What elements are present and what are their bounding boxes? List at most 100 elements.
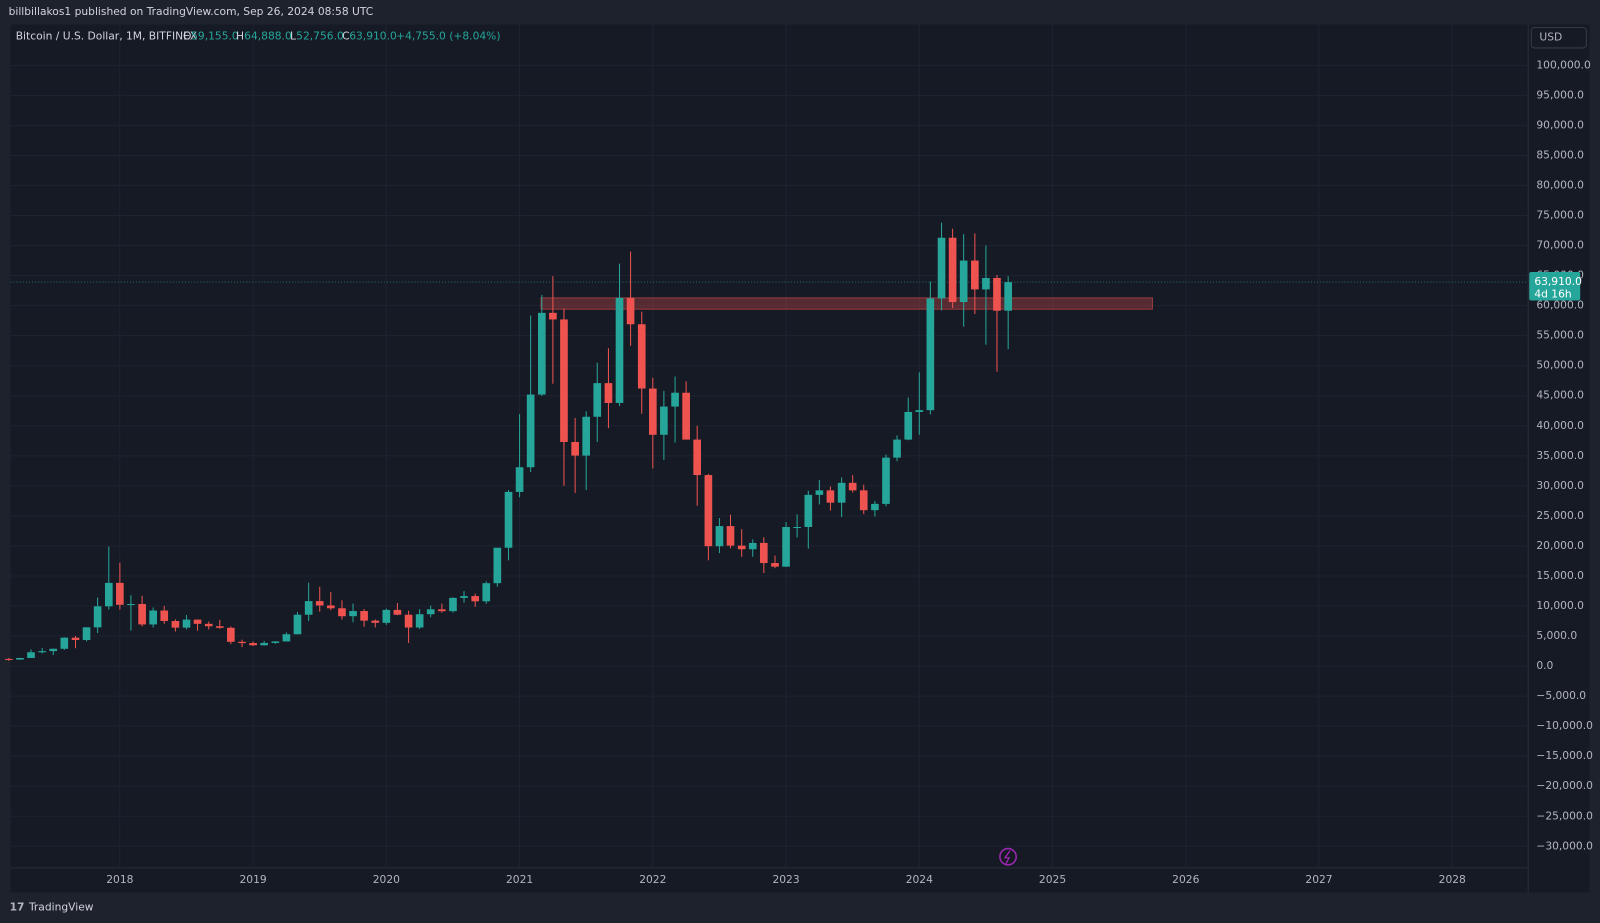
candle-body: [282, 634, 291, 642]
candle-body: [204, 623, 213, 627]
price-tag-label: 63,910.0: [1534, 275, 1582, 288]
candle-body: [193, 619, 202, 624]
candle-body: [160, 610, 169, 622]
y-tick-label: 95,000.0: [1536, 88, 1584, 101]
candle-body: [482, 583, 491, 602]
candle-body: [859, 490, 868, 511]
candle-body: [393, 609, 402, 615]
candle-body: [171, 621, 180, 628]
candle-body: [737, 545, 746, 550]
candle-body: [138, 604, 146, 625]
x-tick-label: 2026: [1172, 873, 1199, 886]
candle-body: [227, 627, 235, 642]
candle-body: [116, 582, 124, 605]
candle-body: [593, 383, 602, 417]
y-tick-label: 35,000.0: [1536, 449, 1584, 462]
ohlc-key: L: [290, 30, 296, 43]
candle-body: [271, 641, 280, 643]
candle-body: [338, 608, 346, 617]
candle-body: [837, 482, 846, 503]
ohlc-value: 59,155.0: [191, 30, 239, 43]
candle-body: [71, 637, 80, 641]
ohlc-value: 52,756.0: [296, 30, 344, 43]
change: +4,755.0 (+8.04%): [396, 30, 500, 43]
price-tag: [1529, 271, 1581, 301]
plot: 100,000.0 95,000.0 90,000.0 85,000.0 80,000.…: [5, 24, 1593, 886]
ohlc-key: H: [236, 30, 244, 43]
legend: Bitcoin / U.S. Dollar, 1M, BITFINEX O 59…: [16, 30, 501, 43]
candle-body: [959, 260, 968, 303]
candle-body: [915, 410, 924, 412]
candle-body: [515, 467, 524, 492]
candle-body: [249, 643, 257, 646]
candle-body: [326, 605, 335, 609]
candle-body: [871, 503, 879, 511]
candle-body: [560, 319, 568, 442]
candle-body: [582, 416, 591, 456]
y-tick-label: −5,000.0: [1536, 689, 1586, 702]
candle-body: [371, 620, 380, 623]
y-tick-label: 90,000.0: [1536, 118, 1584, 131]
y-tick-label: 60,000.0: [1536, 299, 1584, 312]
candle-body: [60, 637, 69, 649]
x-tick-label: 2025: [1039, 873, 1066, 886]
y-tick-label: 85,000.0: [1536, 148, 1584, 161]
currency-box[interactable]: [1530, 27, 1587, 49]
chart-area: [10, 24, 1590, 893]
symbol: Bitcoin / U.S. Dollar, 1M, BITFINEX: [16, 30, 197, 43]
candle-body: [926, 298, 935, 411]
candle-body: [549, 312, 557, 320]
candle-body: [449, 597, 457, 612]
y-tick-label: 15,000.0: [1536, 569, 1584, 582]
ohlc-key: C: [342, 30, 349, 43]
x-tick-label: 2019: [239, 873, 266, 886]
y-tick-label: 25,000.0: [1536, 509, 1584, 522]
candle-body: [404, 614, 413, 628]
candle-body: [415, 614, 424, 628]
candle-body: [360, 611, 368, 621]
candle-body: [604, 383, 613, 403]
candle-body: [49, 648, 58, 652]
candle-body: [615, 297, 624, 403]
y-tick-label: 80,000.0: [1536, 178, 1584, 191]
candle-body: [238, 641, 246, 644]
y-tick-label: 40,000.0: [1536, 419, 1584, 432]
candle-body: [648, 388, 657, 435]
y-tick-label: 10,000.0: [1536, 599, 1584, 612]
candle-body: [215, 626, 224, 628]
candle-body: [504, 491, 513, 548]
highlight-zone: [540, 297, 1153, 310]
x-tick-label: 2018: [106, 873, 133, 886]
candle-body: [182, 619, 191, 628]
candle-body: [671, 392, 679, 407]
x-tick-label: 2022: [639, 873, 666, 886]
candle-body: [104, 582, 113, 607]
currency[interactable]: USD: [1539, 31, 1562, 44]
candle-body: [982, 277, 990, 290]
x-tick-label: 2023: [772, 873, 799, 886]
candle-body: [571, 441, 579, 456]
candle-body: [382, 609, 391, 623]
byline: billbillakos1 published on TradingView.c…: [9, 5, 374, 18]
x-tick-label: 2027: [1305, 873, 1332, 886]
x-tick-label: 2021: [506, 873, 533, 886]
y-tick-label: −20,000.0: [1536, 779, 1593, 792]
y-tick-label: −30,000.0: [1536, 839, 1593, 852]
candle-body: [893, 439, 901, 458]
ohlc-value: 64,888.0: [244, 30, 292, 43]
candle-body: [848, 482, 857, 491]
candle-body: [748, 542, 757, 550]
candle-body: [948, 237, 957, 303]
logo-mark: 𝟭𝟳: [10, 901, 25, 914]
y-tick-label: 5,000.0: [1536, 629, 1577, 642]
y-tick-label: 45,000.0: [1536, 389, 1584, 402]
x-tick-label: 2024: [906, 873, 933, 886]
candle-body: [526, 394, 535, 468]
candle-body: [460, 596, 468, 598]
candle-body: [626, 297, 635, 325]
event-icon[interactable]: [999, 847, 1017, 866]
candle-body: [693, 439, 702, 476]
candle-body: [782, 527, 790, 567]
y-tick-label: −10,000.0: [1536, 719, 1593, 732]
